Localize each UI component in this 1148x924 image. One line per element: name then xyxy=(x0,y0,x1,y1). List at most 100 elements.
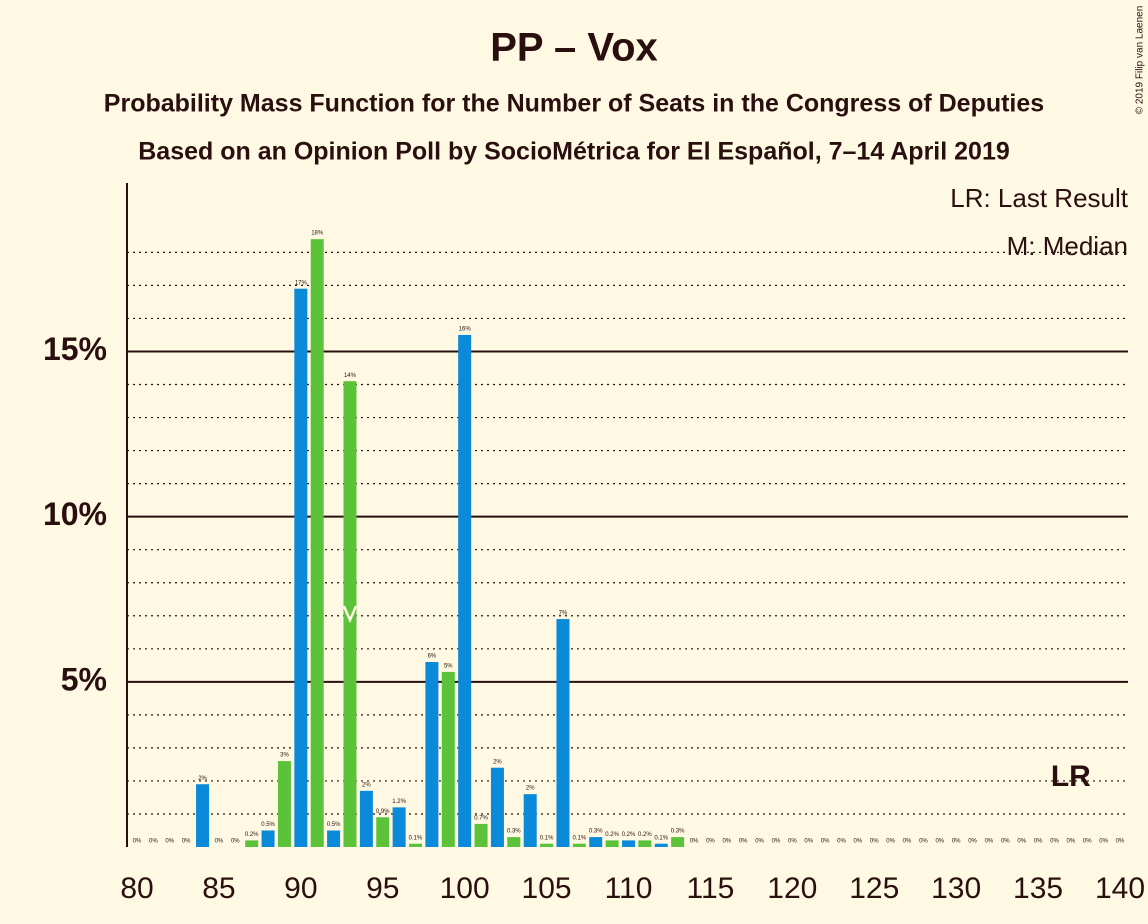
x-tick-label: 95 xyxy=(366,872,399,905)
legend-entry: M: Median xyxy=(1007,231,1128,261)
data-label: 0% xyxy=(870,839,879,845)
bar xyxy=(490,767,504,847)
bar xyxy=(458,334,472,847)
data-label: 0% xyxy=(821,839,830,845)
data-label: 2% xyxy=(198,776,207,782)
data-label: 0.3% xyxy=(507,829,521,835)
bar xyxy=(671,837,685,847)
data-label: 0.2% xyxy=(622,832,636,838)
bar xyxy=(261,830,275,847)
data-label: 0% xyxy=(165,839,174,845)
bar xyxy=(310,239,324,848)
x-tick-label: 80 xyxy=(120,872,153,905)
y-tick-label: 15% xyxy=(43,331,107,367)
bar xyxy=(277,761,291,847)
y-tick-label: 10% xyxy=(43,496,107,532)
data-label: 0% xyxy=(1001,839,1010,845)
bar xyxy=(441,671,455,847)
data-label: 0% xyxy=(919,839,928,845)
data-label: 2% xyxy=(362,782,371,788)
data-label: 0% xyxy=(231,839,240,845)
x-tick-label: 90 xyxy=(284,872,317,905)
x-tick-label: 135 xyxy=(1013,872,1063,905)
bar xyxy=(572,843,586,847)
bar xyxy=(589,837,603,847)
data-label: 0% xyxy=(837,839,846,845)
data-label: 0% xyxy=(149,839,158,845)
bar xyxy=(540,843,554,847)
data-label: 2% xyxy=(493,759,502,765)
data-label: 7% xyxy=(559,611,568,617)
data-label: 0.2% xyxy=(638,832,652,838)
last-result-label: LR xyxy=(1051,760,1091,793)
data-label: 6% xyxy=(428,654,437,660)
data-label: 0% xyxy=(1017,839,1026,845)
subtitle: Based on an Opinion Poll by SocioMétrica… xyxy=(138,138,1010,166)
data-label: 0% xyxy=(739,839,748,845)
y-tick-label: 5% xyxy=(61,661,107,697)
data-label: 0% xyxy=(854,839,863,845)
x-tick-label: 85 xyxy=(202,872,235,905)
data-label: 0.7% xyxy=(474,815,488,821)
data-label: 0% xyxy=(722,839,731,845)
data-label: 0% xyxy=(182,839,191,845)
bar xyxy=(359,790,373,847)
data-label: 0% xyxy=(952,839,961,845)
bar xyxy=(392,807,406,847)
data-label: 0% xyxy=(985,839,994,845)
legend-entry: LR: Last Result xyxy=(950,183,1129,213)
data-label: 18% xyxy=(311,231,324,237)
data-label: 0.5% xyxy=(327,822,341,828)
data-label: 0% xyxy=(968,839,977,845)
data-label: 0% xyxy=(1083,839,1092,845)
x-tick-label: 125 xyxy=(849,872,899,905)
data-label: 0% xyxy=(804,839,813,845)
data-label: 3% xyxy=(280,753,289,759)
data-label: 0.9% xyxy=(376,809,390,815)
copyright: © 2019 Filip van Laenen xyxy=(1135,6,1146,115)
data-label: 14% xyxy=(344,373,357,379)
data-label: 0% xyxy=(935,839,944,845)
bar xyxy=(425,662,439,847)
bar xyxy=(196,784,210,847)
data-label: 16% xyxy=(459,327,472,333)
bar xyxy=(376,817,390,847)
bar xyxy=(654,843,668,847)
data-label: 0% xyxy=(886,839,895,845)
x-tick-label: 110 xyxy=(605,872,653,905)
data-label: 0% xyxy=(690,839,699,845)
data-label: 1.2% xyxy=(392,799,406,805)
data-label: 0% xyxy=(903,839,912,845)
data-label: 0% xyxy=(133,839,142,845)
bar xyxy=(474,823,488,847)
data-label: 0% xyxy=(706,839,715,845)
bar xyxy=(409,843,423,847)
data-label: 0% xyxy=(1050,839,1059,845)
x-tick-label: 130 xyxy=(931,872,981,905)
bar xyxy=(523,794,537,847)
data-label: 0.1% xyxy=(573,835,587,841)
data-label: 0.1% xyxy=(540,835,554,841)
x-tick-label: 115 xyxy=(687,872,735,905)
bar xyxy=(245,840,259,847)
data-label: 0.1% xyxy=(654,835,668,841)
bar xyxy=(343,381,357,847)
data-label: 0% xyxy=(1034,839,1043,845)
data-label: 0% xyxy=(1067,839,1076,845)
data-label: 0% xyxy=(215,839,224,845)
data-label: 0% xyxy=(788,839,797,845)
median-marker xyxy=(342,605,358,624)
data-label: 0.1% xyxy=(409,835,423,841)
bar xyxy=(605,840,619,847)
data-label: 0% xyxy=(1099,839,1108,845)
bar xyxy=(294,288,308,848)
x-tick-label: 120 xyxy=(767,872,817,905)
data-label: 0.3% xyxy=(671,829,685,835)
data-label: 0% xyxy=(755,839,764,845)
data-label: 0.5% xyxy=(261,822,275,828)
x-tick-label: 105 xyxy=(522,872,572,905)
x-tick-label: 100 xyxy=(440,872,490,905)
subtitle: Probability Mass Function for the Number… xyxy=(104,90,1044,118)
